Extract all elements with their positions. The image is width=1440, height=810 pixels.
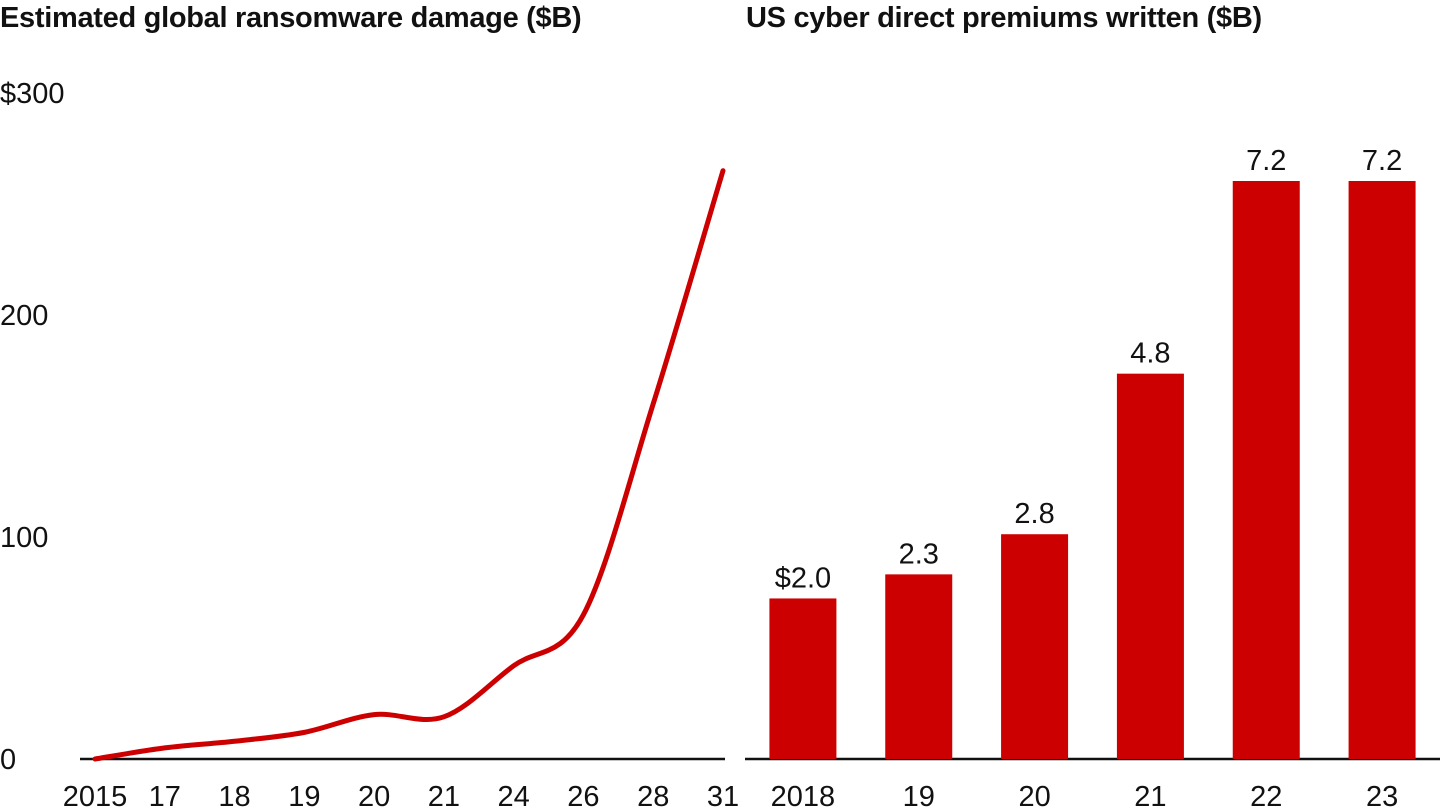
- y-tick-label: $300: [0, 78, 65, 110]
- x-tick-label: 24: [498, 781, 530, 810]
- bar: [1001, 534, 1069, 759]
- data-label: $2.0: [775, 562, 831, 594]
- x-tick-label: 22: [1250, 781, 1282, 810]
- x-tick-label: 20: [358, 781, 390, 810]
- x-tick-label: 2018: [771, 781, 836, 810]
- x-tick-label: 18: [218, 781, 250, 810]
- x-tick-label: 31: [707, 781, 739, 810]
- x-tick-label: 21: [1134, 781, 1166, 810]
- bar: [769, 598, 837, 759]
- x-tick-label: 23: [1366, 781, 1398, 810]
- x-tick-label: 19: [288, 781, 320, 810]
- x-tick-label: 2015: [63, 781, 128, 810]
- x-tick-label: 28: [637, 781, 669, 810]
- chart-title-ransomware: Estimated global ransomware damage ($B): [0, 2, 582, 34]
- bar: [1116, 373, 1184, 759]
- data-label: 7.2: [1362, 145, 1402, 177]
- bar: [1232, 181, 1300, 759]
- ransomware-damage-line: [92, 168, 726, 762]
- x-tick-label: 19: [903, 781, 935, 810]
- x-tick-label: 21: [428, 781, 460, 810]
- y-tick-label: 200: [0, 300, 48, 332]
- x-tick-label: 26: [567, 781, 599, 810]
- data-label: 2.3: [899, 538, 939, 570]
- bar: [1348, 181, 1416, 759]
- x-tick-label: 20: [1018, 781, 1050, 810]
- x-tick-label: 17: [149, 781, 181, 810]
- y-tick-label: 0: [0, 744, 16, 776]
- y-tick-label: 100: [0, 522, 48, 554]
- data-label: 2.8: [1014, 498, 1054, 530]
- data-label: 7.2: [1246, 145, 1286, 177]
- chart-title-cyber-premiums: US cyber direct premiums written ($B): [746, 2, 1262, 34]
- data-label: 4.8: [1130, 338, 1170, 370]
- bar: [885, 574, 953, 759]
